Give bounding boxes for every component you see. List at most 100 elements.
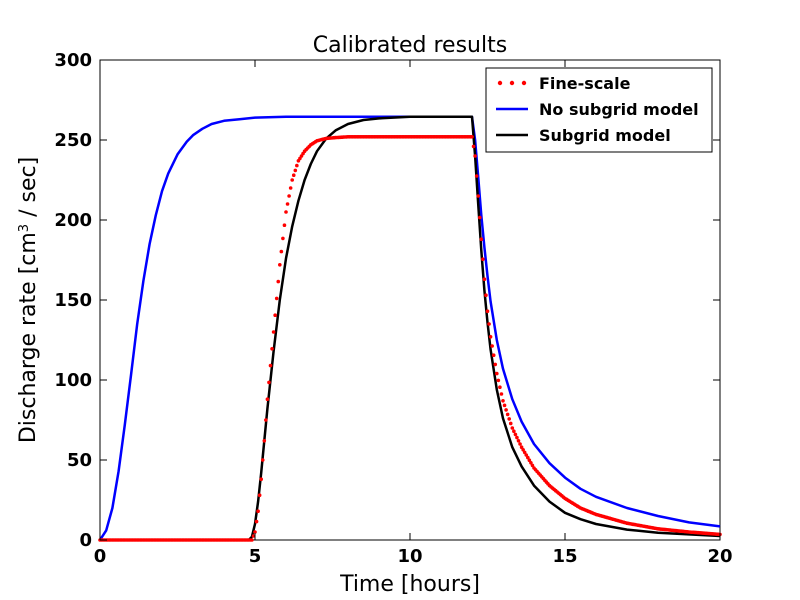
fine-scale-point <box>471 144 476 149</box>
fine-scale-point <box>491 353 496 358</box>
fine-scale-point <box>276 279 281 284</box>
fine-scale-point <box>529 461 533 465</box>
fine-scale-point <box>281 236 285 241</box>
legend-marker <box>521 80 527 86</box>
x-tick-label: 10 <box>397 546 422 567</box>
y-axis-title-suffix: / sec] <box>16 157 41 224</box>
fine-scale-point <box>512 429 516 434</box>
fine-scale-point <box>485 309 490 314</box>
fine-scale-point <box>474 174 479 178</box>
fine-scale-point <box>530 463 535 468</box>
x-tick-label: 0 <box>94 546 107 567</box>
fine-scale-point <box>287 194 291 198</box>
fine-scale-point <box>274 296 279 301</box>
fine-scale-point <box>295 163 299 168</box>
series-subgrid-model <box>100 115 721 542</box>
fine-scale-point <box>481 257 485 262</box>
x-tick-label: 5 <box>249 546 262 567</box>
y-axis-title: Discharge rate [cm3 / sec] <box>16 157 41 443</box>
fine-scale-point <box>257 493 262 498</box>
fine-scale-point <box>470 135 474 139</box>
fine-scale-point <box>521 448 525 452</box>
fine-scale-point <box>501 399 505 403</box>
fine-scale-point <box>505 412 510 417</box>
y-tick-label: 0 <box>79 530 92 551</box>
fine-scale-point <box>282 223 287 227</box>
legend-label: Subgrid model <box>539 126 671 145</box>
legend-entry-subgrid-model: Subgrid model <box>496 126 671 145</box>
series-fine-scale <box>98 135 722 542</box>
fine-scale-point <box>499 392 504 396</box>
fine-scale-point <box>267 380 271 385</box>
fine-scale-point <box>510 426 515 430</box>
legend-entry-fine-scale: Fine-scale <box>497 74 631 93</box>
y-tick-label: 300 <box>54 50 92 71</box>
fine-scale-point <box>522 450 527 455</box>
x-tick-label: 15 <box>552 546 577 567</box>
y-tick-label: 250 <box>54 130 92 151</box>
fine-scale-point <box>495 371 499 376</box>
no-subgrid-model-line <box>98 115 721 541</box>
fine-scale-point <box>288 186 293 190</box>
y-axis-title-superscript: 3 <box>17 224 32 232</box>
legend-entry-no-subgrid-model: No subgrid model <box>496 100 699 119</box>
chart-title: Calibrated results <box>313 33 507 58</box>
series-layer <box>98 115 722 542</box>
fine-scale-point <box>253 530 257 534</box>
fine-scale-point <box>513 432 518 437</box>
fine-scale-point <box>279 249 284 254</box>
fine-scale-point <box>498 385 502 390</box>
fine-scale-point <box>291 173 296 177</box>
fine-scale-point <box>477 215 482 220</box>
y-tick-label: 200 <box>54 210 92 231</box>
fine-scale-point <box>518 442 522 446</box>
fine-scale-point <box>260 458 265 462</box>
fine-scale-point <box>270 347 274 351</box>
fine-scale-point <box>484 293 488 298</box>
legend-label: Fine-scale <box>539 74 631 93</box>
fine-scale-point <box>496 378 501 383</box>
fine-scale-point <box>271 330 276 334</box>
fine-scale-point <box>502 403 507 408</box>
fine-scale-point <box>284 210 288 214</box>
y-axis-title-prefix: Discharge rate [cm <box>16 232 41 443</box>
fine-scale-point <box>527 458 532 463</box>
fine-scale-point <box>293 168 298 173</box>
fine-scale-point <box>524 453 529 457</box>
x-axis-title: Time [hours] <box>339 572 480 597</box>
fine-scale-point <box>250 538 254 542</box>
subgrid-model-line <box>100 115 721 542</box>
series-no-subgrid-model <box>98 115 721 541</box>
fine-scale-point <box>256 509 260 513</box>
fine-scale-point <box>290 178 295 182</box>
fine-scale-point <box>476 194 481 198</box>
fine-scale-point <box>515 435 519 440</box>
x-tick-label: 20 <box>707 546 732 567</box>
fine-scale-point <box>262 439 267 443</box>
legend: Fine-scale No subgrid model Subgrid model <box>485 67 713 153</box>
fine-scale-point <box>487 322 491 326</box>
y-tick-label: 50 <box>67 450 92 471</box>
fine-scale-point <box>285 202 290 206</box>
fine-scale-point <box>264 418 268 422</box>
legend-label: No subgrid model <box>539 100 699 119</box>
fine-scale-point <box>254 519 259 524</box>
fine-scale-point <box>519 445 524 450</box>
y-tick-label: 150 <box>54 290 92 311</box>
fine-scale-point <box>251 534 256 538</box>
fine-scale-point <box>482 277 487 282</box>
legend-marker <box>497 80 503 86</box>
fine-scale-point <box>504 408 508 412</box>
fine-scale-point <box>479 237 484 241</box>
fine-scale-point <box>507 417 512 421</box>
fine-scale-point <box>490 344 494 348</box>
fine-scale-point <box>265 397 270 402</box>
fine-scale-point <box>488 335 493 339</box>
fine-scale-point <box>526 455 530 460</box>
fine-scale-point <box>268 363 273 368</box>
fine-scale-point <box>259 477 264 482</box>
fine-scale-point <box>278 263 282 267</box>
fine-scale-point <box>473 154 477 158</box>
